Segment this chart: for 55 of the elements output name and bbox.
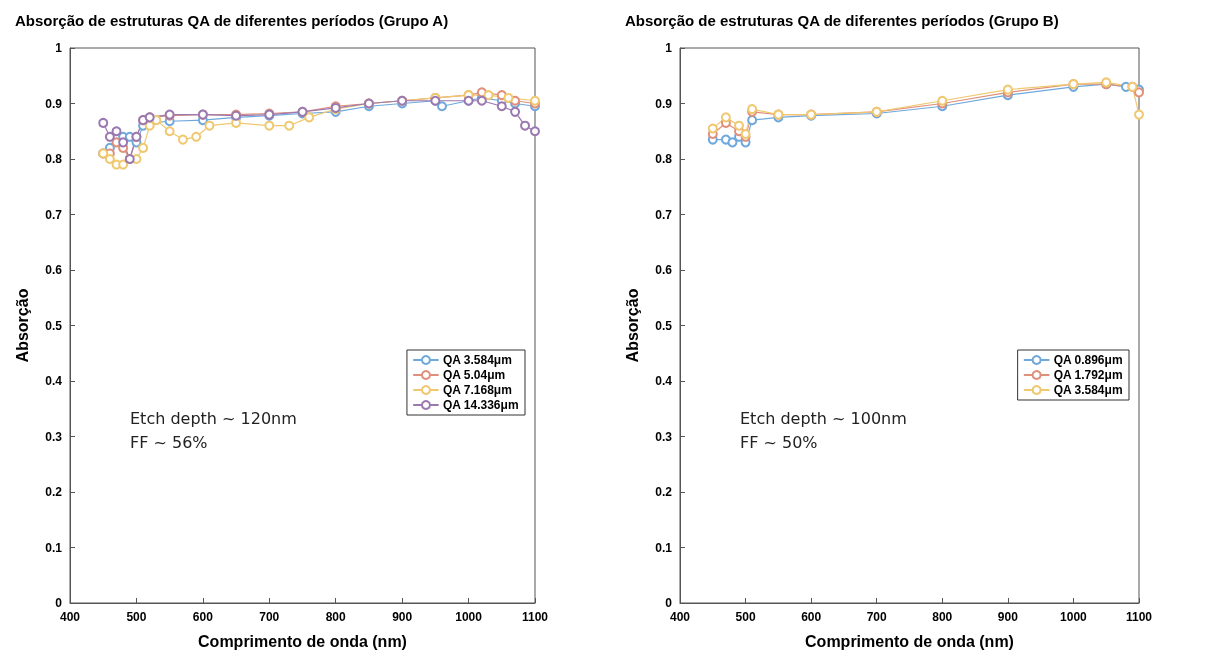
x-tick-label: 800 <box>325 610 347 624</box>
y-tick-label: 0.4 <box>655 374 673 388</box>
y-axis-title: Absorção <box>13 288 31 363</box>
chart-title: Absorção de estruturas QA de diferentes períodos (Grupo A) <box>15 12 449 29</box>
x-axis-title: Comprimento de onda (nm) <box>805 632 1014 650</box>
y-tick-label: 0.5 <box>655 318 673 333</box>
annotation: FF ~ 50% <box>740 432 818 452</box>
x-tick-label: 600 <box>801 610 822 624</box>
y-tick-label: 0.9 <box>655 96 673 111</box>
legend-label: QA 14.336μm <box>442 398 519 412</box>
y-tick-label: 0.2 <box>655 485 673 499</box>
y-tick-label: 0.9 <box>45 96 63 111</box>
legend-label: QA 1.792μm <box>1053 368 1123 382</box>
x-tick-label: 1100 <box>1125 610 1153 624</box>
y-tick-label: 0.7 <box>45 207 63 222</box>
y-tick-label: 0.8 <box>45 152 63 166</box>
x-tick-label: 400 <box>669 610 691 624</box>
y-tick-label: 1 <box>665 41 673 55</box>
y-tick-label: 1 <box>55 41 63 55</box>
legend-label: QA 7.168μm <box>442 383 512 397</box>
x-tick-label: 500 <box>126 610 147 624</box>
x-tick-label: 700 <box>866 610 888 624</box>
x-tick-label: 1000 <box>455 610 483 624</box>
y-tick-label: 0.5 <box>45 318 63 333</box>
annotation: Etch depth ~ 120nm <box>130 408 297 428</box>
chart-title: Absorção de estruturas QA de diferentes períodos (Grupo B) <box>625 12 1059 29</box>
x-tick-label: 1100 <box>521 610 549 624</box>
y-tick-label: 0 <box>665 596 673 610</box>
annotation: Etch depth ~ 100nm <box>740 408 907 428</box>
x-tick-label: 900 <box>392 610 413 624</box>
y-tick-label: 0.7 <box>655 207 673 222</box>
legend-label: QA 5.04μm <box>442 368 506 382</box>
legend-label: QA 3.584μm <box>442 353 512 367</box>
y-tick-label: 0.8 <box>655 152 673 166</box>
y-tick-label: 0.4 <box>45 374 63 388</box>
x-tick-label: 700 <box>259 610 280 624</box>
x-tick-label: 500 <box>735 610 756 624</box>
annotation: FF ~ 56% <box>130 432 208 452</box>
y-tick-label: 0.1 <box>45 540 63 555</box>
y-tick-label: 0.3 <box>45 429 63 444</box>
legend-label: QA 0.896μm <box>1053 353 1123 367</box>
x-tick-label: 800 <box>932 610 953 624</box>
y-tick-label: 0 <box>55 596 63 610</box>
legend-label: QA 3.584μm <box>1053 383 1123 397</box>
x-axis-title: Comprimento de onda (nm) <box>198 632 407 650</box>
x-tick-label: 1000 <box>1060 610 1088 624</box>
x-tick-label: 600 <box>192 610 214 624</box>
y-tick-label: 0.2 <box>45 485 63 499</box>
y-axis-title: Absorção <box>623 288 641 363</box>
x-tick-label: 900 <box>997 610 1019 624</box>
x-tick-label: 400 <box>59 610 81 624</box>
y-tick-label: 0.3 <box>655 429 673 444</box>
y-tick-label: 0.1 <box>655 540 673 555</box>
y-tick-label: 0.6 <box>655 263 673 277</box>
y-tick-label: 0.6 <box>45 263 63 277</box>
